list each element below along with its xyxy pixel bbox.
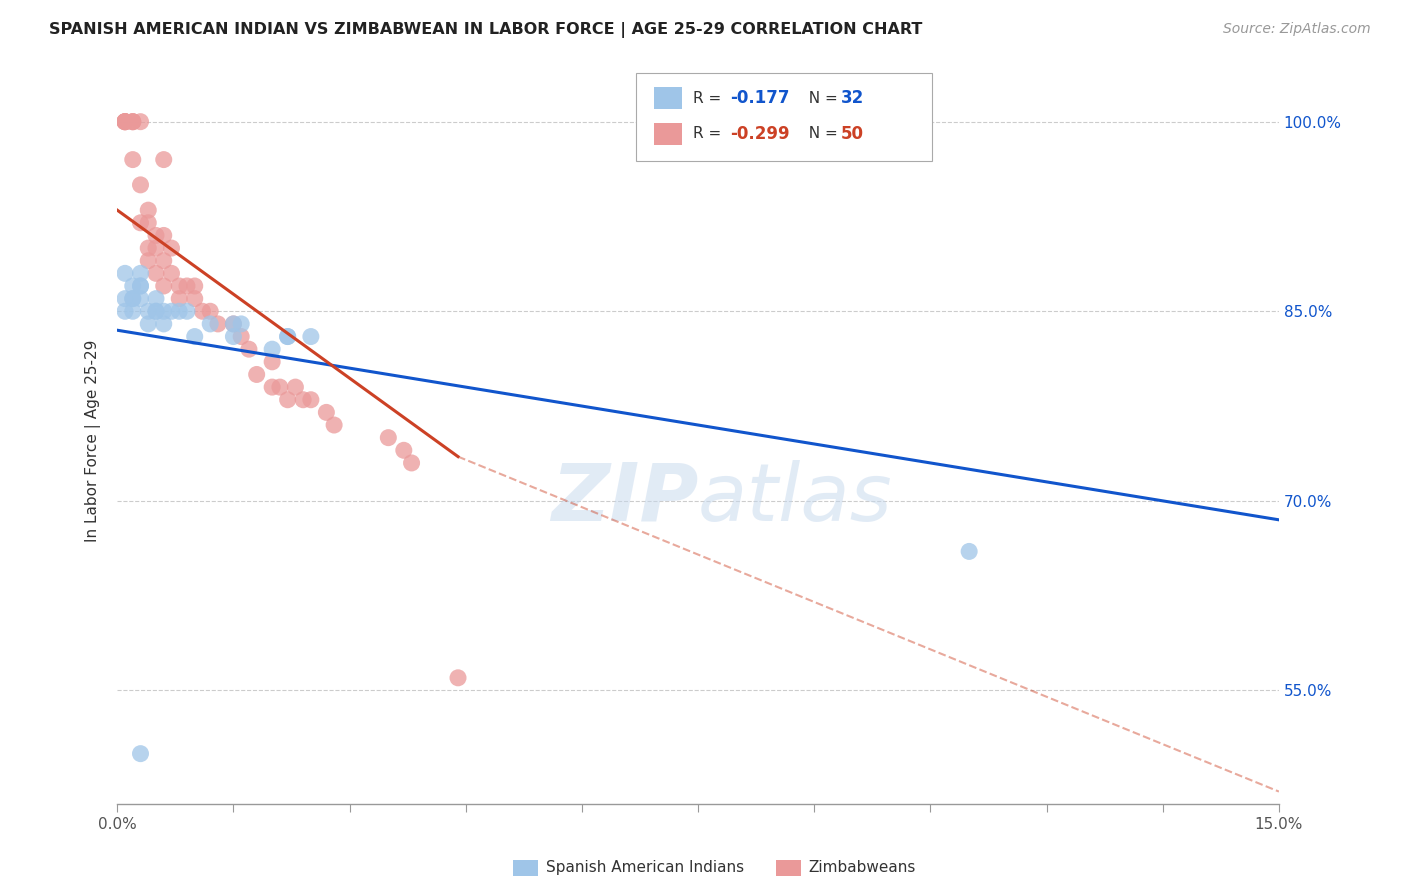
Point [129,292,152,306]
Point [401,456,423,470]
Point [183,279,205,293]
Point [191,304,214,318]
Point [152,279,174,293]
Point [145,241,167,255]
Point [277,329,299,343]
Point [114,114,136,128]
Point [152,304,174,318]
Text: R =: R = [693,127,727,141]
Point [145,228,167,243]
Point [152,317,174,331]
Point [114,114,136,128]
Point [238,342,260,356]
Text: -0.299: -0.299 [730,125,789,143]
Point [114,304,136,318]
Point [323,417,346,432]
Point [277,329,299,343]
Point [222,329,245,343]
Point [277,392,299,407]
Text: N =: N = [799,127,842,141]
Text: Source: ZipAtlas.com: Source: ZipAtlas.com [1223,22,1371,37]
Point [129,279,152,293]
Point [160,266,183,280]
Point [136,253,159,268]
Point [222,317,245,331]
Point [167,292,190,306]
Point [114,114,136,128]
Point [152,228,174,243]
Y-axis label: In Labor Force | Age 25-29: In Labor Force | Age 25-29 [86,340,101,542]
Point [231,329,253,343]
Point [136,304,159,318]
Point [176,279,198,293]
Point [957,544,980,558]
Point [129,279,152,293]
Point [129,216,152,230]
Point [160,304,183,318]
Text: 50: 50 [841,125,863,143]
Point [269,380,291,394]
Point [183,329,205,343]
Text: atlas: atlas [699,460,893,538]
Text: N =: N = [799,91,842,105]
Text: -0.177: -0.177 [730,89,789,107]
Point [121,292,143,306]
Point [129,747,152,761]
Point [392,443,415,458]
Point [299,392,322,407]
Point [207,317,229,331]
Point [176,304,198,318]
Point [152,253,174,268]
Point [200,317,222,331]
Text: SPANISH AMERICAN INDIAN VS ZIMBABWEAN IN LABOR FORCE | AGE 25-29 CORRELATION CHA: SPANISH AMERICAN INDIAN VS ZIMBABWEAN IN… [49,22,922,38]
Point [262,380,284,394]
Point [145,266,167,280]
Point [152,153,174,167]
Point [121,279,143,293]
Point [136,241,159,255]
Point [222,317,245,331]
Point [129,266,152,280]
Point [299,329,322,343]
Point [121,114,143,128]
Point [377,431,399,445]
Point [145,304,167,318]
Point [160,241,183,255]
Point [284,380,307,394]
Point [167,304,190,318]
Point [231,317,253,331]
Point [262,355,284,369]
Point [145,292,167,306]
Point [136,203,159,218]
Point [129,114,152,128]
Point [200,304,222,318]
Text: R =: R = [693,91,727,105]
Point [136,216,159,230]
Point [129,178,152,192]
Point [246,368,269,382]
Text: ZIP: ZIP [551,460,699,538]
Point [114,266,136,280]
Point [121,153,143,167]
Point [447,671,470,685]
Point [167,279,190,293]
Text: 32: 32 [841,89,865,107]
Point [121,292,143,306]
Point [121,114,143,128]
Text: Zimbabweans: Zimbabweans [808,860,915,874]
Point [315,405,337,419]
Point [145,304,167,318]
Point [183,292,205,306]
Point [262,342,284,356]
Point [136,317,159,331]
Point [114,114,136,128]
Text: Spanish American Indians: Spanish American Indians [546,860,744,874]
Point [121,304,143,318]
Point [114,292,136,306]
Point [121,114,143,128]
Point [292,392,315,407]
Point [114,114,136,128]
